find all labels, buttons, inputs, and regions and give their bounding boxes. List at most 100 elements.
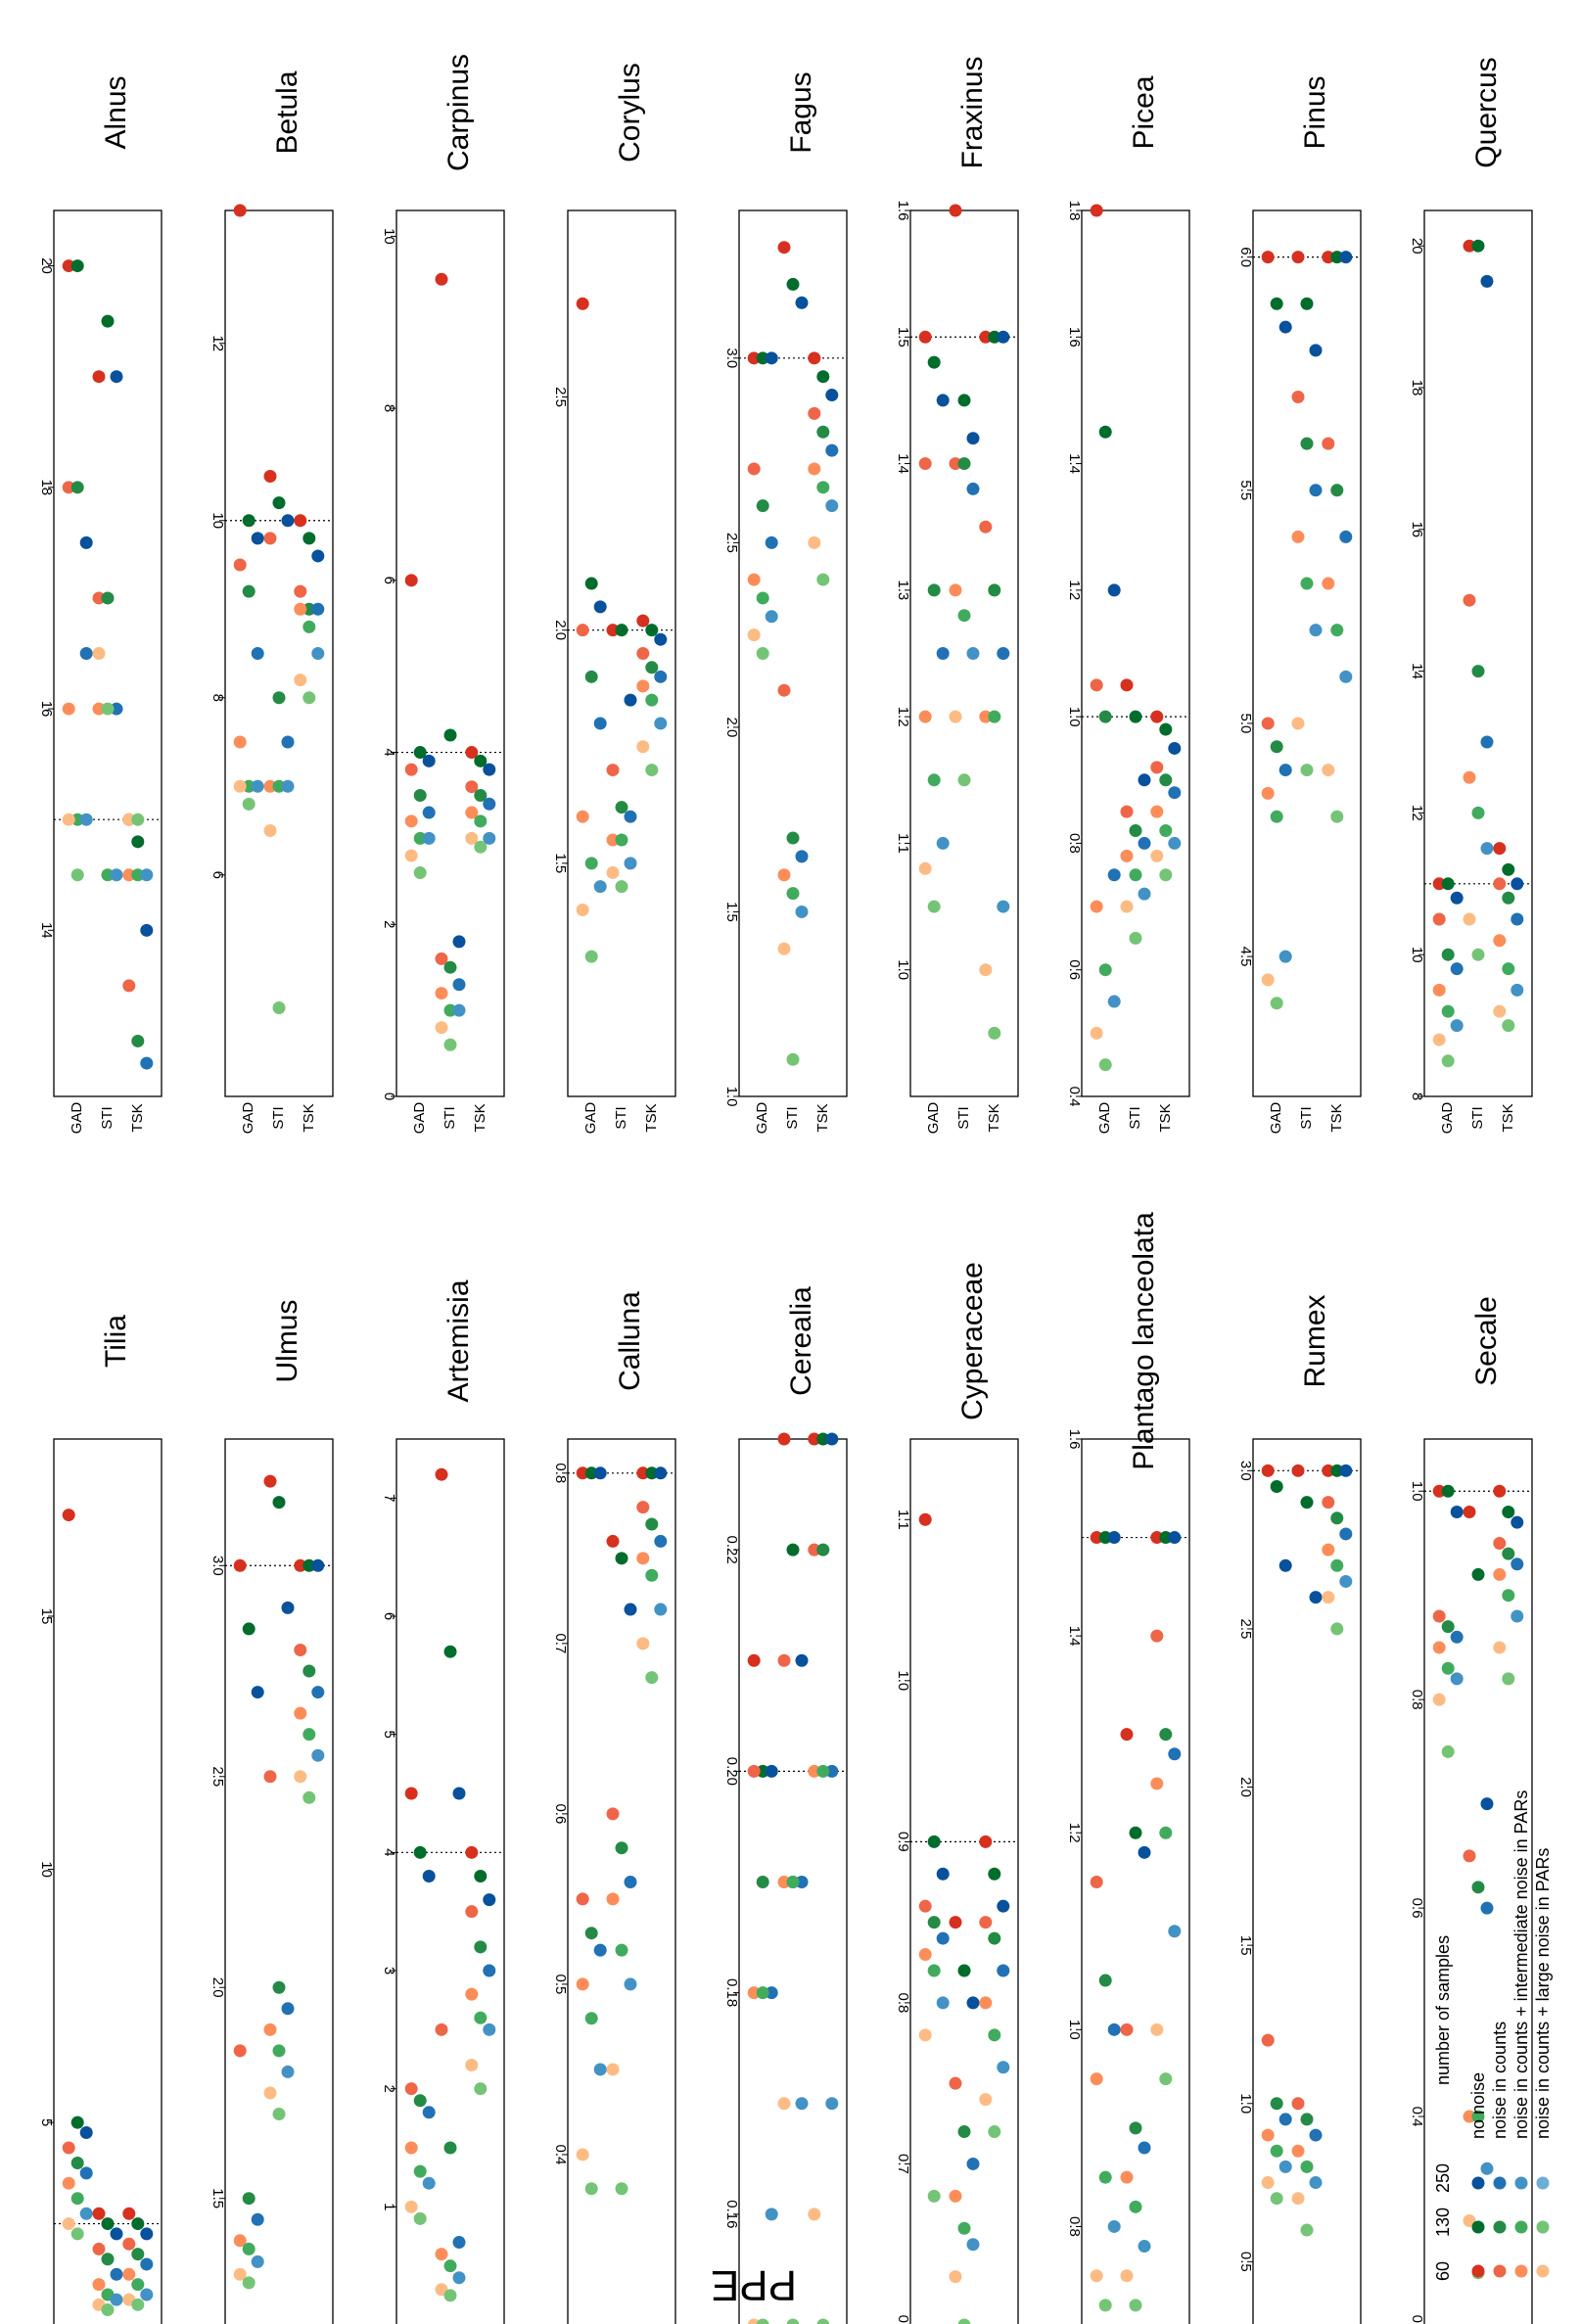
- data-point: [474, 754, 488, 767]
- data-point: [1168, 1925, 1182, 1938]
- data-point: [825, 1432, 839, 1446]
- data-point: [1129, 2121, 1142, 2135]
- data-point: [1129, 2200, 1142, 2213]
- legend-swatch: [1514, 2264, 1528, 2278]
- plot-frame: [567, 1438, 676, 2324]
- data-point: [1322, 1496, 1335, 1510]
- data-point: [1502, 1019, 1515, 1033]
- y-tick-label: 1.5: [1237, 1935, 1254, 1956]
- method-label: STI: [1469, 1106, 1486, 1129]
- data-point: [242, 1622, 256, 1636]
- data-point: [263, 470, 277, 483]
- data-point: [1463, 912, 1476, 926]
- plot-frame: [224, 1438, 334, 2324]
- data-point: [483, 2022, 496, 2036]
- y-tick-label: 1.4: [1066, 453, 1083, 474]
- method-label: TSK: [472, 1103, 488, 1132]
- data-point: [576, 297, 589, 310]
- legend-swatch: [1471, 2264, 1485, 2278]
- data-point: [584, 1466, 598, 1480]
- plot-frame: [53, 209, 163, 1097]
- data-point: [816, 1432, 830, 1446]
- method-label: STI: [441, 1106, 458, 1129]
- data-point: [1322, 1543, 1335, 1557]
- panel-title: Plantago lanceolata: [1128, 1212, 1160, 1470]
- y-tick-label: 5: [381, 1730, 397, 1738]
- data-point: [1309, 2176, 1323, 2190]
- data-point: [997, 1899, 1010, 1913]
- data-point: [786, 887, 800, 901]
- data-point: [422, 754, 436, 767]
- data-point: [281, 779, 295, 793]
- data-point: [1493, 934, 1507, 948]
- legend-swatch: [1514, 2220, 1528, 2234]
- data-point: [1090, 2072, 1103, 2086]
- legend-title: number of samples: [1433, 1935, 1453, 2085]
- data-point: [122, 2207, 136, 2220]
- data-point: [1291, 2144, 1305, 2158]
- y-tick-label: 20: [1409, 238, 1425, 255]
- method-label: TSK: [986, 1103, 1002, 1132]
- data-point: [1090, 900, 1103, 913]
- y-tick-label: 2.5: [209, 1766, 226, 1787]
- data-point: [272, 779, 286, 793]
- data-point: [576, 1892, 589, 1906]
- data-point: [1120, 2022, 1134, 2036]
- data-point: [1309, 2128, 1323, 2142]
- data-point: [1463, 593, 1476, 607]
- y-tick-label: 1.5: [209, 2188, 226, 2208]
- y-tick-label: 2.0: [552, 620, 569, 640]
- data-point: [1098, 2299, 1112, 2312]
- data-point: [281, 1601, 295, 1614]
- data-point: [131, 2298, 145, 2311]
- data-point: [949, 2189, 962, 2203]
- data-point: [1120, 849, 1134, 862]
- data-point: [251, 647, 264, 660]
- data-point: [70, 481, 84, 494]
- panel-fraxinus: Fraxinus 1.6 1.5 1.4 1.3 1.2 1.1 1.0 GAD STI TSK: [895, 56, 1019, 1134]
- data-point: [1098, 963, 1112, 977]
- data-point: [1309, 344, 1323, 357]
- plot-frame: [909, 1438, 1019, 2324]
- data-point: [122, 2237, 136, 2251]
- data-point: [816, 425, 830, 439]
- data-point: [443, 1038, 457, 1051]
- data-point: [1432, 912, 1446, 926]
- panel-title: Alnus: [100, 75, 132, 149]
- data-point: [110, 868, 123, 882]
- y-tick-label: 0.20: [723, 1757, 740, 1786]
- data-point: [927, 1835, 941, 1848]
- data-point: [443, 728, 457, 742]
- data-point: [795, 1876, 809, 1888]
- data-point: [1471, 948, 1485, 961]
- data-point: [272, 691, 286, 705]
- data-point: [1291, 2097, 1305, 2111]
- data-point: [645, 1568, 659, 1582]
- y-tick-label: 1.0: [1409, 1481, 1425, 1502]
- data-point: [1330, 251, 1344, 264]
- data-point: [808, 1543, 821, 1557]
- data-point: [966, 647, 980, 660]
- data-point: [242, 2242, 256, 2255]
- data-point: [1168, 836, 1182, 850]
- data-point: [927, 1916, 941, 1929]
- data-point: [777, 683, 791, 697]
- data-point: [786, 1543, 800, 1557]
- data-point: [1330, 1511, 1344, 1525]
- data-point: [1300, 2223, 1314, 2237]
- data-point: [413, 2211, 427, 2225]
- data-point: [1090, 2269, 1103, 2283]
- data-point: [936, 836, 950, 850]
- data-point: [1159, 868, 1173, 882]
- data-point: [966, 1996, 980, 2010]
- y-tick-label: 14: [1409, 663, 1425, 679]
- data-point: [1090, 1876, 1103, 1888]
- legend-swatch: [1471, 2220, 1485, 2234]
- data-point: [747, 1764, 761, 1778]
- data-point: [957, 2125, 971, 2139]
- data-point: [1098, 710, 1112, 723]
- data-point: [606, 1892, 620, 1906]
- data-point: [606, 2063, 620, 2076]
- plot-frame: [395, 1438, 505, 2324]
